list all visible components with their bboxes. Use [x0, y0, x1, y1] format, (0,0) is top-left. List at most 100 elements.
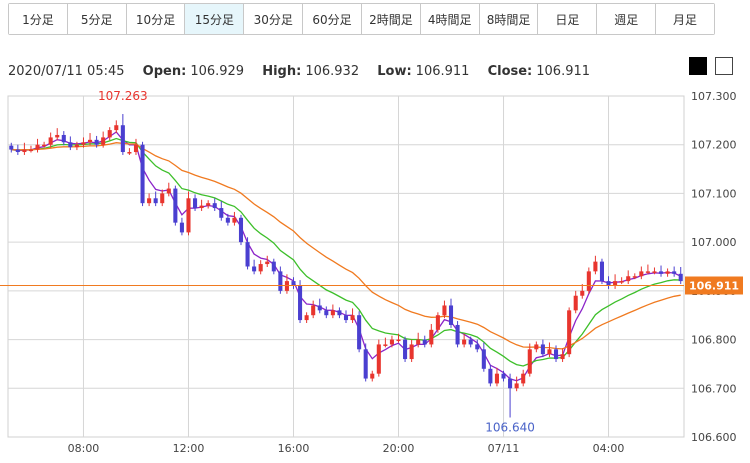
candle-body	[619, 281, 624, 283]
candle-body	[540, 344, 545, 355]
candle-body	[560, 354, 565, 360]
candle-body	[658, 271, 664, 274]
candle-body	[514, 383, 519, 389]
current-price-tag	[685, 276, 743, 295]
candle-body	[383, 344, 388, 346]
x-tick-label: 04:00	[593, 442, 625, 455]
candle-body	[343, 315, 349, 321]
ohlc-info: 2020/07/11 05:45 Open: 106.929 High: 106.9…	[8, 64, 590, 79]
datetime-label: 2020/07/11 05:45	[8, 64, 125, 79]
candle-body	[422, 339, 427, 345]
timeframe-tab-3[interactable]: 15分足	[185, 4, 245, 34]
light-theme-button[interactable]	[715, 57, 733, 75]
candle-body	[330, 310, 335, 316]
candle-body	[324, 310, 329, 316]
timeframe-tab-8[interactable]: 8時間足	[479, 4, 539, 34]
candle-body	[153, 198, 158, 204]
candle-body	[665, 271, 670, 274]
high-label: High:	[262, 64, 302, 79]
candle-body	[567, 310, 572, 355]
candle-body	[672, 271, 677, 274]
candle-body	[376, 344, 381, 374]
timeframe-tab-2[interactable]: 10分足	[126, 4, 186, 34]
candle-body	[291, 281, 296, 286]
dark-theme-button[interactable]	[689, 57, 707, 75]
candle-body	[140, 144, 145, 204]
candle-body	[639, 271, 644, 277]
candle-body	[133, 144, 139, 153]
candle-body	[409, 344, 414, 360]
candle-body	[652, 271, 657, 273]
candle-body	[488, 368, 493, 384]
candle-body	[403, 339, 408, 360]
candle-body	[186, 198, 191, 233]
candle-body	[645, 271, 650, 273]
candle-body	[534, 344, 539, 350]
timeframe-tab-5[interactable]: 60分足	[303, 4, 362, 34]
timeframe-tab-11[interactable]: 月足	[656, 4, 714, 34]
y-tick-label: 106.800	[691, 334, 737, 347]
timeframe-tab-0[interactable]: 1分足	[9, 4, 68, 34]
candle-body	[258, 264, 263, 272]
candle-body	[357, 315, 362, 350]
timeframe-tabs: 1分足 5分足 10分足 15分足 30分足 60分足 2時間足 4時間足 8時間足 日足 週足 月足	[8, 3, 715, 35]
candle-body	[212, 203, 217, 209]
timeframe-tab-1[interactable]: 5分足	[67, 4, 127, 34]
candle-body	[120, 125, 125, 153]
y-tick-label: 107.200	[691, 139, 737, 152]
timeframe-tab-6[interactable]: 2時間足	[361, 4, 421, 34]
open-value: 106.929	[190, 64, 245, 79]
y-tick-label: 106.700	[691, 382, 737, 395]
close-label: Close:	[487, 64, 533, 79]
close-value: 106.911	[536, 64, 591, 79]
candle-body	[271, 261, 276, 272]
candle-body	[265, 261, 270, 265]
candle-body	[448, 305, 454, 325]
timeframe-tab-4[interactable]: 30分足	[244, 4, 304, 34]
candle-body	[317, 305, 322, 311]
timeframe-tab-10[interactable]: 週足	[597, 4, 657, 34]
candle-body	[370, 373, 375, 379]
candle-body	[442, 305, 447, 316]
x-tick-label: 20:00	[383, 442, 415, 455]
candle-body	[61, 134, 66, 143]
candle-body	[481, 349, 486, 369]
x-tick-label: 12:00	[173, 442, 205, 455]
candle-body	[298, 285, 303, 321]
candle-body	[199, 205, 204, 209]
x-tick-label: 07/11	[488, 442, 520, 455]
candle-body	[101, 137, 106, 145]
candle-body	[74, 144, 79, 148]
low-label: Low:	[377, 64, 412, 79]
candle-body	[580, 290, 585, 296]
candle-body	[606, 281, 611, 286]
candle-body	[173, 188, 178, 223]
candle-body	[626, 276, 631, 282]
candle-body	[252, 266, 257, 272]
candle-body	[9, 145, 14, 150]
candle-body	[238, 217, 244, 243]
timeframe-tab-9[interactable]: 日足	[538, 4, 598, 34]
y-tick-label: 107.300	[691, 90, 737, 103]
candle-body	[245, 242, 250, 267]
candle-body	[547, 349, 552, 355]
candle-body	[389, 339, 394, 345]
x-tick-label: 16:00	[278, 442, 310, 455]
high-annotation: 107.263	[98, 89, 148, 103]
candle-body	[193, 198, 198, 209]
candle-body	[573, 295, 578, 311]
candle-body	[232, 217, 237, 223]
y-tick-label: 107.100	[691, 187, 737, 200]
candle-body	[147, 198, 152, 204]
candle-body	[468, 339, 473, 345]
candle-body	[35, 144, 40, 150]
candle-body	[416, 339, 421, 345]
candle-body	[678, 273, 683, 282]
candle-body	[527, 349, 532, 374]
candle-body	[114, 125, 119, 131]
candle-body	[42, 144, 47, 147]
candle-body	[429, 329, 434, 345]
timeframe-tab-7[interactable]: 4時間足	[420, 4, 480, 34]
candle-body	[553, 349, 559, 360]
